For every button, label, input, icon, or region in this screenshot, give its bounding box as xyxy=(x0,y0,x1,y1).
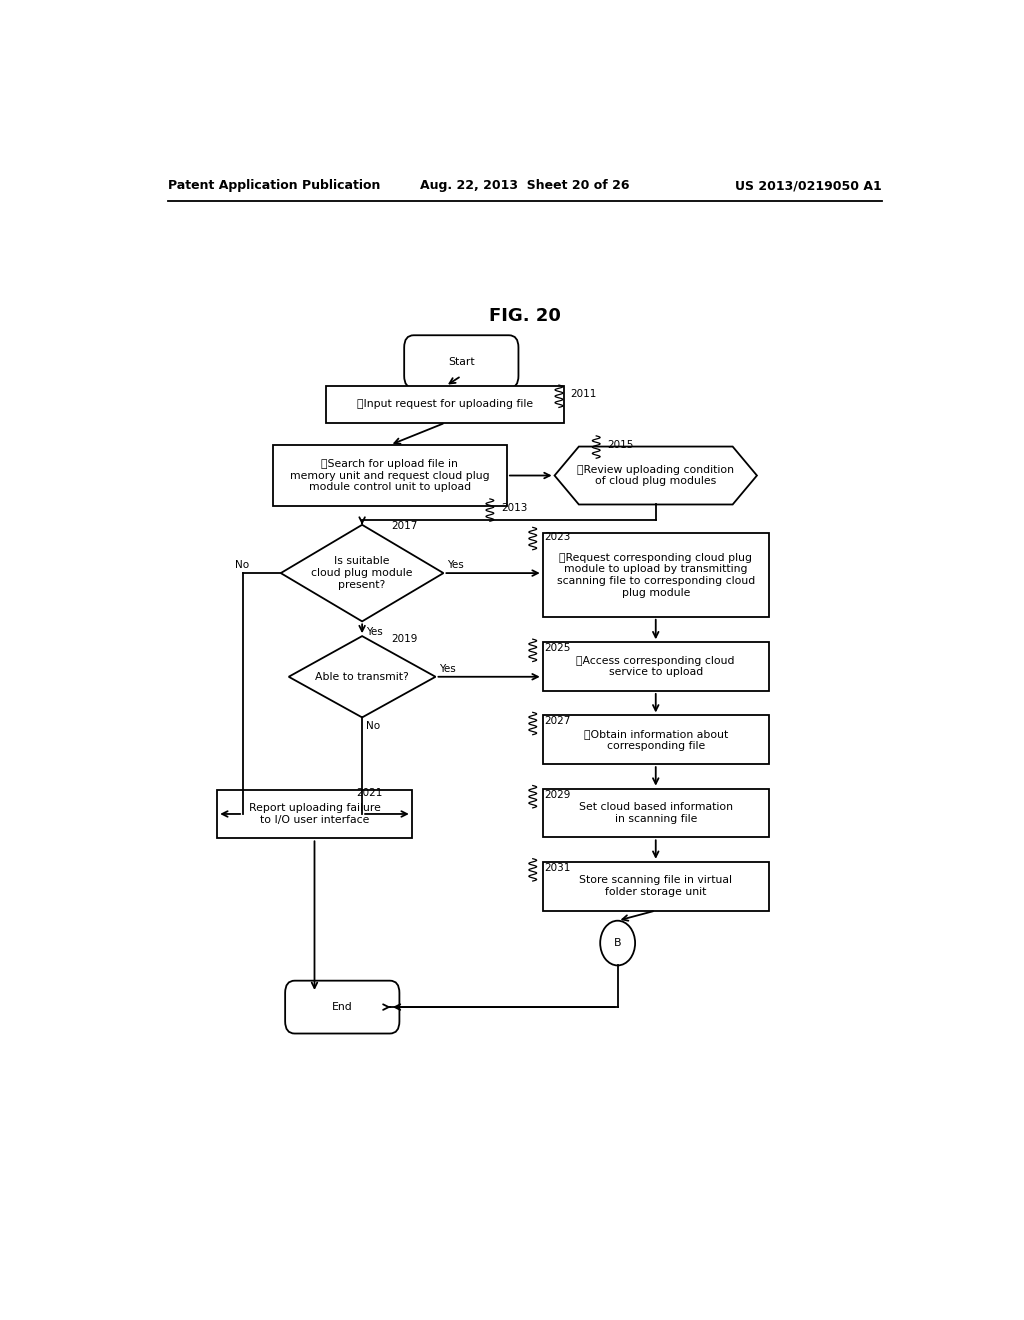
Text: 2027: 2027 xyxy=(544,717,570,726)
FancyBboxPatch shape xyxy=(285,981,399,1034)
Text: ⓓRequest corresponding cloud plug
module to upload by transmitting
scanning file: ⓓRequest corresponding cloud plug module… xyxy=(557,553,755,598)
Polygon shape xyxy=(289,636,435,718)
Text: 2023: 2023 xyxy=(544,532,570,541)
Text: 2031: 2031 xyxy=(544,863,570,873)
Text: ⓐInput request for uploading file: ⓐInput request for uploading file xyxy=(357,400,534,409)
Text: Store scanning file in virtual
folder storage unit: Store scanning file in virtual folder st… xyxy=(580,875,732,898)
Text: ⓕObtain information about
corresponding file: ⓕObtain information about corresponding … xyxy=(584,729,728,751)
FancyBboxPatch shape xyxy=(404,335,518,388)
Text: B: B xyxy=(614,939,622,948)
Text: Report uploading failure
to I/O user interface: Report uploading failure to I/O user int… xyxy=(249,803,381,825)
Text: No: No xyxy=(236,560,249,570)
Bar xyxy=(543,862,769,911)
Text: End: End xyxy=(332,1002,352,1012)
Text: Yes: Yes xyxy=(439,664,457,673)
Circle shape xyxy=(600,921,635,965)
Text: 2021: 2021 xyxy=(355,788,382,797)
Text: ⓔAccess corresponding cloud
service to upload: ⓔAccess corresponding cloud service to u… xyxy=(577,656,735,677)
Text: Start: Start xyxy=(447,356,475,367)
Text: Yes: Yes xyxy=(447,560,464,570)
Text: 2015: 2015 xyxy=(607,440,634,450)
Text: 2013: 2013 xyxy=(501,503,527,513)
Text: Is suitable
cloud plug module
present?: Is suitable cloud plug module present? xyxy=(311,557,413,590)
Polygon shape xyxy=(281,525,443,622)
Text: Set cloud based information
in scanning file: Set cloud based information in scanning … xyxy=(579,803,733,824)
Bar xyxy=(543,643,769,690)
Text: Able to transmit?: Able to transmit? xyxy=(315,672,409,681)
Text: FIG. 20: FIG. 20 xyxy=(488,308,561,325)
Text: Patent Application Publication: Patent Application Publication xyxy=(168,180,380,193)
Text: 2011: 2011 xyxy=(570,389,596,399)
Bar xyxy=(543,715,769,764)
Bar xyxy=(217,789,412,838)
Bar xyxy=(543,533,769,616)
Text: 2029: 2029 xyxy=(544,789,570,800)
Text: No: No xyxy=(367,721,380,730)
Text: Yes: Yes xyxy=(367,627,383,636)
Polygon shape xyxy=(555,446,757,504)
Bar xyxy=(327,385,564,422)
Text: 2025: 2025 xyxy=(544,643,570,653)
Text: ⓑSearch for upload file in
memory unit and request cloud plug
module control uni: ⓑSearch for upload file in memory unit a… xyxy=(290,459,489,492)
Bar xyxy=(272,445,507,506)
Text: ⓒReview uploading condition
of cloud plug modules: ⓒReview uploading condition of cloud plu… xyxy=(578,465,734,486)
Text: Aug. 22, 2013  Sheet 20 of 26: Aug. 22, 2013 Sheet 20 of 26 xyxy=(420,180,630,193)
Text: 2017: 2017 xyxy=(391,521,418,532)
Bar xyxy=(543,788,769,837)
Text: 2019: 2019 xyxy=(391,634,418,644)
Text: US 2013/0219050 A1: US 2013/0219050 A1 xyxy=(735,180,882,193)
